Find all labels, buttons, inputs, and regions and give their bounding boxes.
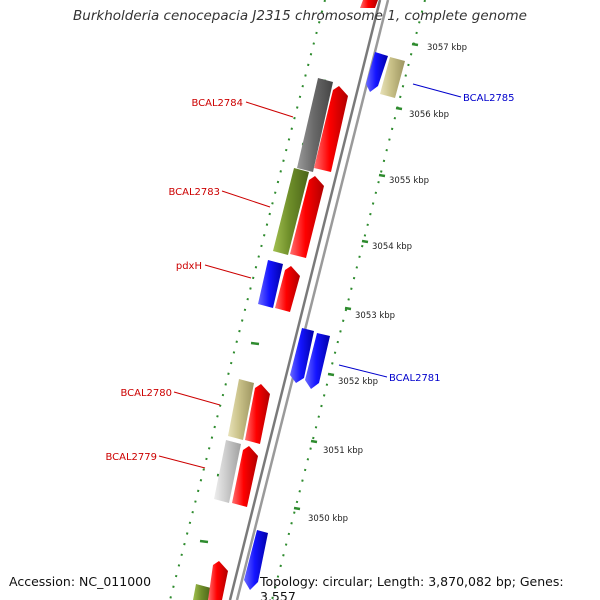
gene-red-1[interactable] — [314, 86, 348, 172]
gene-red-3[interactable] — [275, 266, 300, 312]
inner-dotted-ring — [169, 0, 326, 600]
backbone-line-outer — [235, 0, 390, 600]
gene-red-top[interactable] — [360, 0, 378, 8]
gene-red-6[interactable] — [208, 561, 228, 600]
gene-bcal2784[interactable] — [297, 78, 333, 172]
forward-red-genes — [208, 0, 378, 600]
map-title: Burkholderia cenocepacia J2315 chromosom… — [73, 8, 527, 24]
label-bcal2781[interactable]: BCAL2781 — [389, 373, 441, 384]
kbp-label-3051: 3051 kbp — [323, 446, 363, 456]
reverse-strand-genes — [193, 78, 333, 600]
kbp-label-3056: 3056 kbp — [409, 110, 449, 120]
kbp-label-3054: 3054 kbp — [372, 242, 412, 252]
label-bcal2784[interactable]: BCAL2784 — [191, 98, 243, 109]
gene-bottom-blue[interactable] — [244, 530, 268, 590]
backbone-line-inner — [228, 0, 382, 600]
gene-bcal2785-blue[interactable] — [366, 52, 388, 92]
label-pdxh[interactable]: pdxH — [176, 261, 202, 272]
outer-dotted-ring — [271, 0, 426, 600]
gene-red-2[interactable] — [290, 176, 324, 258]
gene-red-5[interactable] — [232, 446, 258, 507]
kbp-label-3055: 3055 kbp — [389, 176, 429, 186]
label-bcal2780[interactable]: BCAL2780 — [120, 388, 172, 399]
label-bcal2785[interactable]: BCAL2785 — [463, 93, 515, 104]
major-ticks — [293, 42, 419, 511]
kbp-label-3053: 3053 kbp — [355, 311, 395, 321]
outer-track-genes — [244, 52, 405, 590]
gene-bcal2783[interactable] — [273, 168, 309, 255]
kbp-label-3050: 3050 kbp — [308, 514, 348, 524]
kbp-label-3057: 3057 kbp — [427, 43, 467, 53]
label-leaders — [158, 83, 462, 469]
gene-bcal2780[interactable] — [228, 379, 254, 440]
gene-bottom-olive[interactable] — [193, 584, 211, 600]
label-bcal2779[interactable]: BCAL2779 — [105, 452, 157, 463]
gene-bcal2779[interactable] — [214, 440, 241, 503]
accession-text: Accession: NC_011000 — [9, 574, 152, 589]
label-bcal2783[interactable]: BCAL2783 — [168, 187, 220, 198]
gene-red-4[interactable] — [245, 384, 270, 444]
gene-bcal2781-a[interactable] — [290, 328, 314, 383]
gene-pdxh[interactable] — [258, 260, 283, 308]
topology-text: Topology: circular; Length: 3,870,082 bp… — [260, 574, 564, 600]
gene-bcal2781-b[interactable] — [305, 333, 330, 389]
gene-bcal2785-khaki[interactable] — [380, 57, 405, 98]
kbp-label-3052: 3052 kbp — [338, 377, 378, 387]
